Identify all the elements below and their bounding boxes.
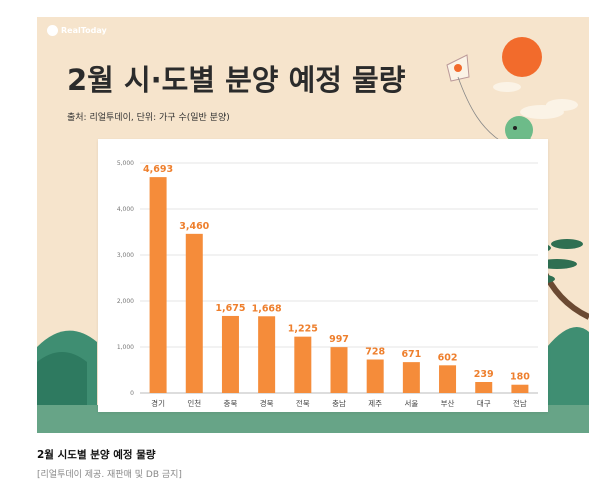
- x-tick-label: 대구: [477, 399, 491, 408]
- data-label: 4,693: [143, 164, 173, 175]
- x-tick-label: 서울: [404, 399, 418, 408]
- data-label: 728: [365, 347, 385, 358]
- cloud-illustration: [493, 82, 578, 119]
- x-tick-label: 부산: [441, 398, 455, 408]
- bar: [402, 362, 420, 393]
- logo-text: RealToday: [61, 26, 107, 35]
- infographic: RealToday 2월 시·도별 분양 예정 물량 출처: 리얼투데이, 단위…: [37, 17, 589, 433]
- bar: [185, 233, 203, 393]
- sun-illustration: [502, 37, 542, 77]
- data-label: 602: [438, 352, 458, 363]
- data-label: 3,460: [179, 221, 209, 232]
- bar: [221, 315, 239, 393]
- realtoday-logo: RealToday: [47, 25, 107, 36]
- bar: [366, 359, 384, 393]
- logo-icon: [47, 25, 58, 36]
- y-tick-label: 4,000: [117, 206, 134, 213]
- x-tick-label: 충남: [332, 399, 346, 408]
- data-label: 997: [329, 334, 349, 345]
- infographic-title: 2월 시·도별 분양 예정 물량: [67, 63, 406, 97]
- bar: [475, 382, 493, 393]
- bar: [439, 365, 457, 393]
- bar: [511, 384, 529, 393]
- bar-chart: 0 1,000 2,000 3,000 4,000 5,000 4,693 경기 3,460 인천…: [117, 160, 538, 408]
- x-tick-label: 경기: [151, 398, 165, 408]
- chart-panel: 0 1,000 2,000 3,000 4,000 5,000 4,693 경기 3,460 인천…: [98, 139, 548, 412]
- x-tick-label: 인천: [187, 398, 201, 408]
- x-tick-label: 제주: [368, 399, 382, 408]
- x-tick-label: 경북: [260, 398, 274, 408]
- x-tick-label: 충북: [224, 399, 238, 408]
- data-label: 1,675: [215, 303, 245, 314]
- data-label: 1,225: [288, 324, 318, 335]
- data-label: 1,668: [252, 303, 282, 314]
- kite-illustration: [446, 54, 508, 146]
- bar: [149, 177, 167, 393]
- y-tick-label: 5,000: [117, 160, 134, 167]
- bar: [330, 347, 348, 393]
- data-label: 239: [474, 369, 494, 380]
- data-label: 180: [510, 372, 530, 383]
- source-note: 출처: 리얼투데이, 단위: 가구 수(일반 분양): [67, 113, 230, 123]
- y-tick-label: 2,000: [117, 298, 134, 305]
- bar: [294, 336, 312, 393]
- caption-note: [리얼투데이 제공. 재판매 및 DB 금지]: [37, 470, 182, 480]
- y-tick-label: 1,000: [117, 344, 134, 351]
- x-tick-label: 전북: [296, 398, 310, 408]
- y-tick-label: 3,000: [117, 252, 134, 259]
- bar: [258, 316, 276, 393]
- data-label: 671: [401, 349, 421, 360]
- y-tick-label: 0: [130, 390, 134, 397]
- caption-title: 2월 시도별 분양 예정 물량: [37, 449, 156, 461]
- x-tick-label: 전남: [513, 398, 527, 408]
